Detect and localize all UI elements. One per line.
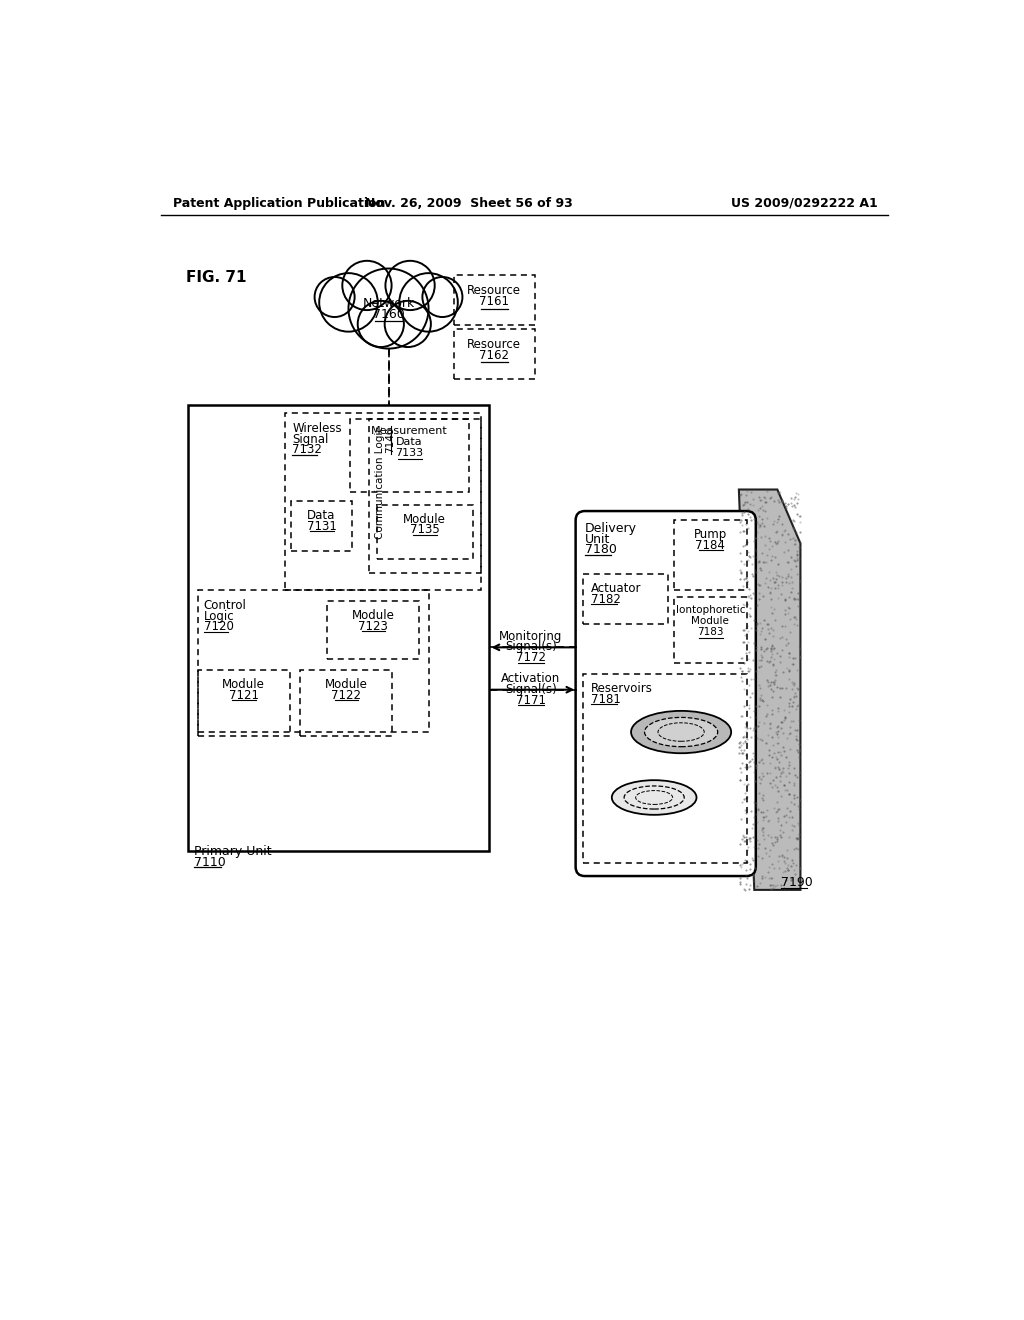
Text: Communication Logic: Communication Logic <box>376 426 385 540</box>
Text: 7162: 7162 <box>479 350 509 363</box>
Text: Activation: Activation <box>502 672 560 685</box>
Text: 7133: 7133 <box>395 447 423 458</box>
Ellipse shape <box>644 718 718 747</box>
Text: 7160: 7160 <box>373 308 404 321</box>
Text: 7140: 7140 <box>385 426 394 453</box>
Bar <box>584 675 746 863</box>
Bar <box>377 506 473 558</box>
FancyBboxPatch shape <box>575 511 756 876</box>
Text: 7123: 7123 <box>358 619 388 632</box>
Circle shape <box>314 277 354 317</box>
Text: 7172: 7172 <box>516 651 546 664</box>
Text: 7184: 7184 <box>695 539 725 552</box>
Bar <box>584 574 668 624</box>
Bar <box>198 671 290 737</box>
Text: Monitoring: Monitoring <box>500 630 562 643</box>
Text: Network: Network <box>362 297 415 310</box>
Text: 7171: 7171 <box>516 693 546 706</box>
Text: Logic: Logic <box>204 610 234 623</box>
Bar <box>350 418 469 492</box>
Text: 7183: 7183 <box>697 627 724 636</box>
Bar <box>454 330 535 379</box>
Text: Signal: Signal <box>292 433 329 446</box>
Circle shape <box>319 273 378 331</box>
Text: Resource: Resource <box>467 284 521 297</box>
Text: 7135: 7135 <box>410 524 439 536</box>
Text: Actuator: Actuator <box>591 582 641 595</box>
Text: 7181: 7181 <box>591 693 621 706</box>
Text: Module: Module <box>403 512 446 525</box>
Text: 7132: 7132 <box>292 444 323 457</box>
Text: Patent Application Publication: Patent Application Publication <box>173 197 385 210</box>
Text: 7121: 7121 <box>228 689 259 702</box>
Circle shape <box>422 277 463 317</box>
Text: Pump: Pump <box>693 528 727 541</box>
Text: Wireless: Wireless <box>292 422 342 434</box>
Text: Measurement: Measurement <box>371 426 447 437</box>
Text: US 2009/0292222 A1: US 2009/0292222 A1 <box>731 197 878 210</box>
Text: Unit: Unit <box>585 533 610 545</box>
Text: 7122: 7122 <box>331 689 361 702</box>
Circle shape <box>357 301 403 347</box>
Circle shape <box>342 261 391 310</box>
Text: Module: Module <box>351 609 394 622</box>
Ellipse shape <box>611 780 696 814</box>
Bar <box>198 590 429 733</box>
Text: 7161: 7161 <box>479 296 509 309</box>
Bar <box>285 413 481 590</box>
Text: Control: Control <box>204 599 247 612</box>
Text: Signal(s): Signal(s) <box>505 682 557 696</box>
Bar <box>674 520 748 590</box>
Text: Primary Unit: Primary Unit <box>195 845 272 858</box>
Ellipse shape <box>631 711 731 754</box>
Text: Signal(s): Signal(s) <box>505 640 557 653</box>
Text: Reservoirs: Reservoirs <box>591 682 653 696</box>
Text: 7182: 7182 <box>591 593 621 606</box>
Polygon shape <box>739 490 801 890</box>
Text: 7110: 7110 <box>195 857 226 869</box>
Circle shape <box>385 301 431 347</box>
Bar <box>327 601 419 659</box>
Text: Data: Data <box>307 508 336 521</box>
Bar <box>370 418 481 573</box>
Bar <box>454 276 535 326</box>
Text: Data: Data <box>396 437 423 447</box>
Text: Module: Module <box>222 678 265 692</box>
Text: 7120: 7120 <box>204 620 233 634</box>
Circle shape <box>399 273 458 331</box>
Circle shape <box>348 268 429 348</box>
Text: 7180: 7180 <box>585 544 616 557</box>
Text: Module: Module <box>691 615 729 626</box>
Bar <box>291 502 352 552</box>
Text: 7131: 7131 <box>306 520 337 532</box>
Text: FIG. 71: FIG. 71 <box>186 271 247 285</box>
Text: Nov. 26, 2009  Sheet 56 of 93: Nov. 26, 2009 Sheet 56 of 93 <box>366 197 573 210</box>
Text: Delivery: Delivery <box>585 521 637 535</box>
Text: Module: Module <box>325 678 368 692</box>
Bar <box>300 671 392 737</box>
Bar <box>188 405 488 851</box>
Bar <box>674 597 748 663</box>
Circle shape <box>385 261 435 310</box>
Text: Iontophoretic: Iontophoretic <box>676 605 745 615</box>
Text: 7190: 7190 <box>781 875 813 888</box>
Text: Resource: Resource <box>467 338 521 351</box>
